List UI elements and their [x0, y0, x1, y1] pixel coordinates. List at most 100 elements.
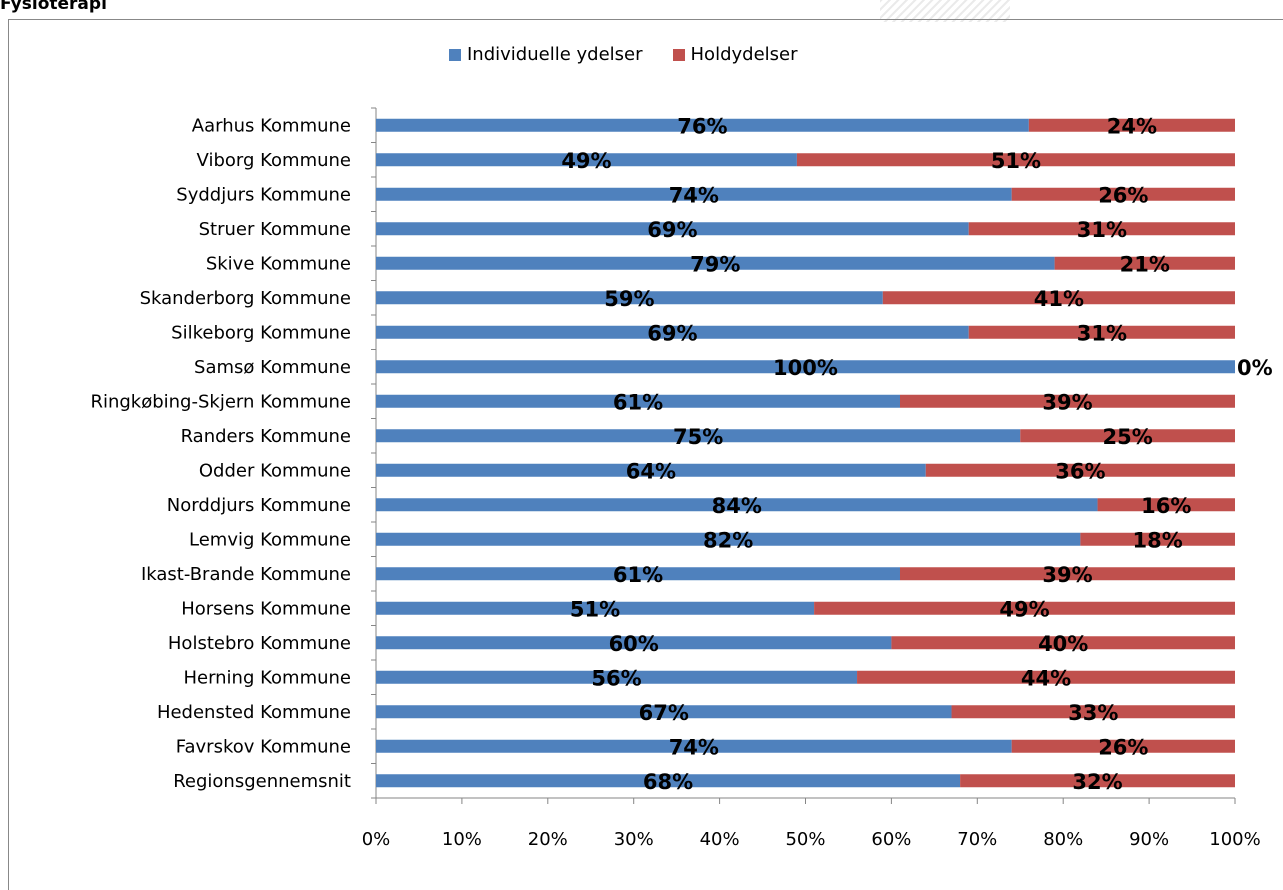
category-label: Hedensted Kommune — [157, 702, 351, 723]
data-label-hold: 16% — [1141, 494, 1191, 518]
category-label: Holstebro Kommune — [168, 633, 351, 654]
category-label: Syddjurs Kommune — [176, 184, 351, 205]
bar-hold — [1097, 498, 1235, 512]
data-label-individual: 100% — [773, 356, 838, 380]
data-label-individual: 64% — [626, 459, 676, 483]
data-label-hold: 44% — [1021, 666, 1071, 690]
data-label-individual: 49% — [561, 149, 611, 173]
category-label: Odder Kommune — [199, 460, 351, 481]
category-label: Viborg Kommune — [197, 150, 351, 171]
bar-hold — [1054, 256, 1235, 270]
data-label-individual: 68% — [643, 770, 693, 794]
watermark-pattern — [880, 0, 1010, 22]
bar-hold — [1028, 118, 1235, 132]
data-label-hold: 32% — [1072, 770, 1122, 794]
bar-individual — [376, 360, 1235, 374]
data-label-hold: 25% — [1102, 425, 1152, 449]
bar-hold — [899, 394, 1235, 408]
category-label: Randers Kommune — [181, 426, 351, 447]
bar-individual — [376, 118, 1029, 132]
bar-hold — [968, 325, 1235, 339]
bar-hold — [882, 291, 1235, 305]
page-heading: Fysioterapi — [0, 0, 107, 14]
data-label-hold: 33% — [1068, 701, 1118, 725]
data-label-hold: 24% — [1107, 114, 1157, 138]
legend-swatch-individual — [449, 48, 461, 61]
data-label-hold: 26% — [1098, 735, 1148, 759]
data-label-individual: 61% — [613, 390, 663, 414]
category-label: Favrskov Kommune — [176, 736, 351, 757]
bar-hold — [1080, 532, 1235, 546]
bar-individual — [376, 705, 952, 719]
data-label-hold: 40% — [1038, 632, 1088, 656]
data-label-individual: 69% — [647, 218, 697, 242]
data-label-individual: 60% — [609, 632, 659, 656]
x-tick-label: 70% — [957, 829, 997, 850]
x-tick-label: 0% — [362, 829, 391, 850]
data-label-hold: 31% — [1077, 321, 1127, 345]
x-tick-label: 100% — [1209, 829, 1260, 850]
bar-individual — [376, 532, 1081, 546]
data-label-hold: 18% — [1133, 528, 1183, 552]
bar-individual — [376, 567, 900, 581]
x-tick-label: 10% — [442, 829, 482, 850]
data-label-individual: 59% — [604, 287, 654, 311]
data-label-hold: 41% — [1034, 287, 1084, 311]
category-label: Skive Kommune — [206, 253, 351, 274]
data-label-hold: 51% — [991, 149, 1041, 173]
bar-individual — [376, 222, 969, 236]
data-label-individual: 61% — [613, 563, 663, 587]
category-label: Struer Kommune — [199, 219, 351, 240]
data-label-hold: 26% — [1098, 183, 1148, 207]
category-label: Norddjurs Kommune — [167, 495, 351, 516]
data-label-hold: 39% — [1042, 390, 1092, 414]
x-tick-label: 60% — [871, 829, 911, 850]
category-label: Aarhus Kommune — [192, 115, 351, 136]
bar-individual — [376, 187, 1012, 201]
bar-individual — [376, 463, 926, 477]
x-tick-label: 40% — [700, 829, 740, 850]
bar-hold — [796, 153, 1235, 167]
bar-hold — [1011, 739, 1235, 753]
bar-hold — [1020, 429, 1235, 443]
category-label: Silkeborg Kommune — [171, 322, 351, 343]
data-label-individual: 76% — [677, 114, 727, 138]
data-label-hold: 21% — [1120, 252, 1170, 276]
category-label: Ikast-Brande Kommune — [141, 564, 351, 585]
x-tick-label: 80% — [1043, 829, 1083, 850]
bar-hold — [960, 774, 1235, 788]
data-label-individual: 74% — [669, 183, 719, 207]
data-label-hold: 49% — [999, 597, 1049, 621]
bar-individual — [376, 670, 858, 684]
legend-swatch-hold — [672, 48, 685, 61]
bar-individual — [376, 774, 961, 788]
data-label-individual: 74% — [669, 735, 719, 759]
bar-hold — [857, 670, 1235, 684]
bar-hold — [925, 463, 1235, 477]
bar-individual — [376, 636, 892, 650]
data-label-individual: 84% — [712, 494, 762, 518]
bar-individual — [376, 601, 815, 615]
legend-item-individual: Individuelle ydelser — [449, 44, 643, 65]
x-tick-label: 30% — [614, 829, 654, 850]
data-label-individual: 67% — [639, 701, 689, 725]
bar-hold — [951, 705, 1235, 719]
category-label: Regionsgennemsnit — [173, 771, 351, 792]
data-label-individual: 79% — [690, 252, 740, 276]
category-label: Samsø Kommune — [194, 357, 351, 378]
category-label: Herning Kommune — [183, 667, 351, 688]
chart-legend: Individuelle ydelser Holdydelser — [449, 44, 828, 65]
bar-hold — [1011, 187, 1235, 201]
data-label-hold: 36% — [1055, 459, 1105, 483]
x-tick-label: 50% — [785, 829, 825, 850]
x-tick-label: 20% — [528, 829, 568, 850]
category-label: Horsens Kommune — [181, 598, 351, 619]
bar-hold — [899, 567, 1235, 581]
bar-hold — [814, 601, 1235, 615]
data-label-individual: 51% — [570, 597, 620, 621]
data-label-individual: 69% — [647, 321, 697, 345]
bar-individual — [376, 291, 883, 305]
bar-individual — [376, 739, 1012, 753]
category-label: Skanderborg Kommune — [140, 288, 351, 309]
